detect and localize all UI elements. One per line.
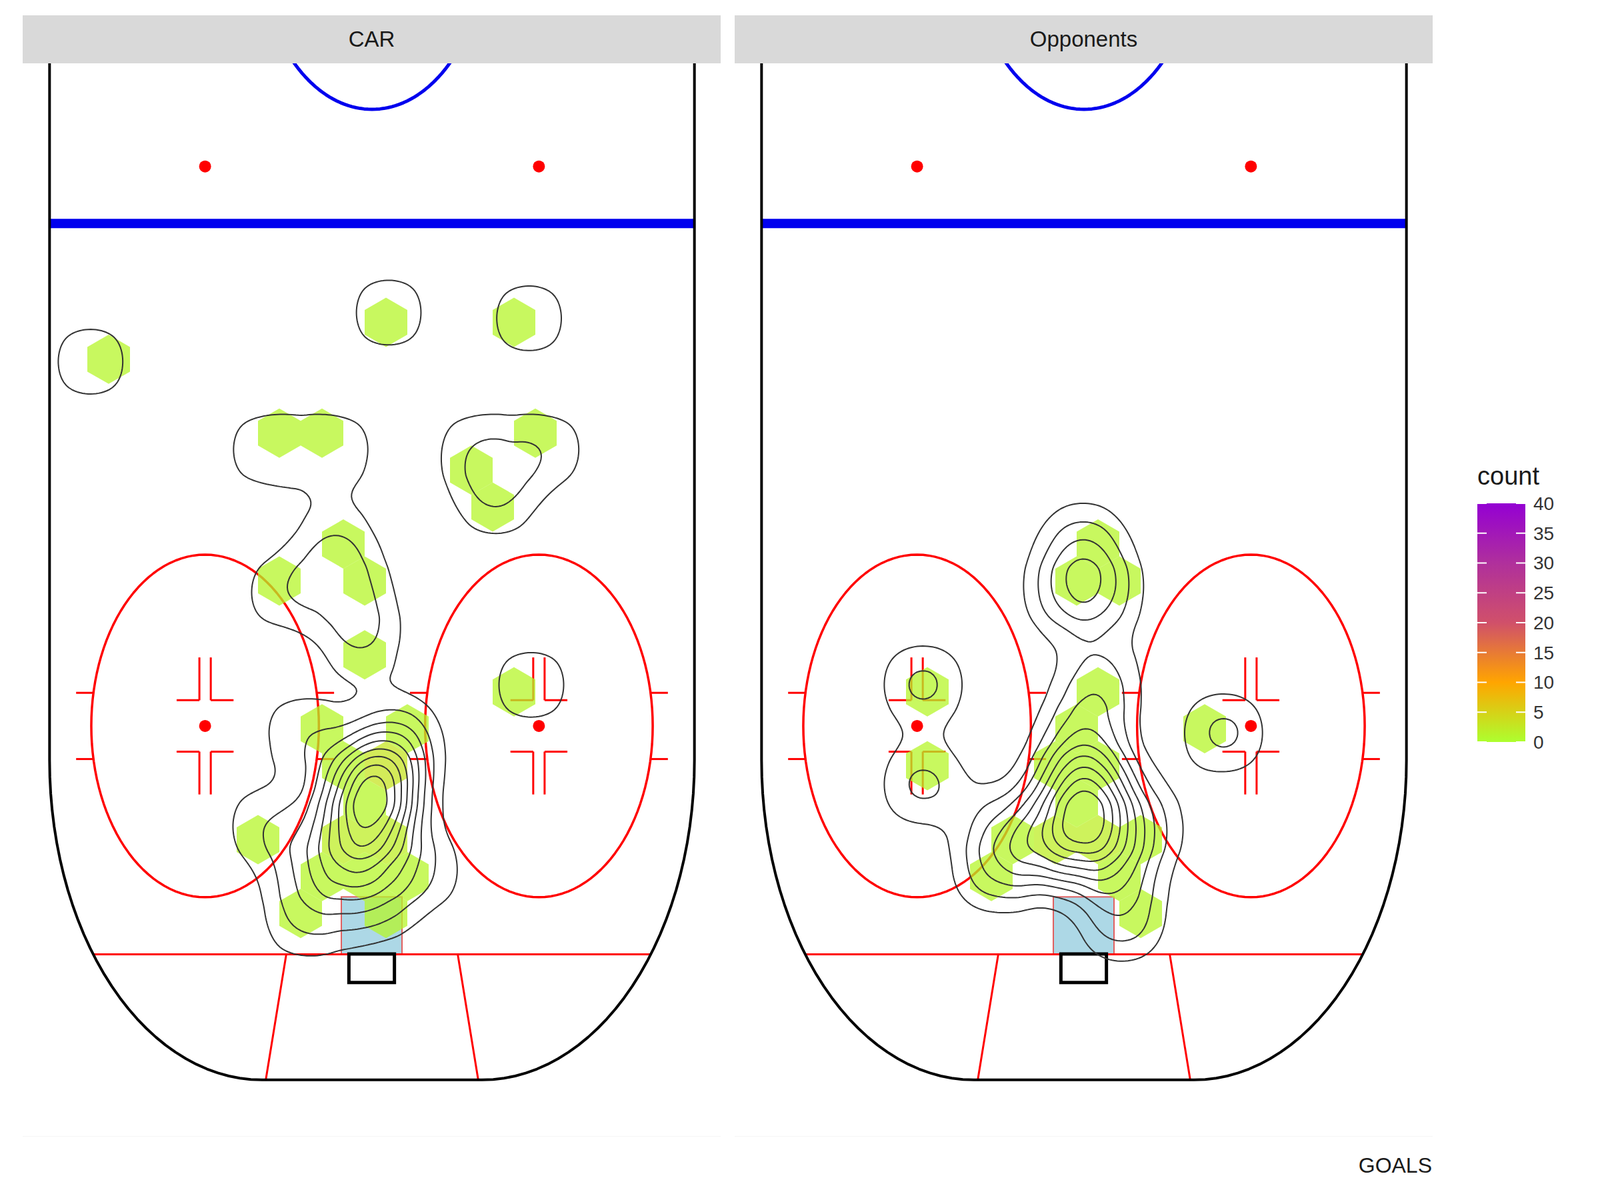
svg-text:10: 10 <box>1533 672 1554 693</box>
svg-text:count: count <box>1477 462 1540 490</box>
svg-text:20: 20 <box>1533 612 1554 634</box>
svg-text:35: 35 <box>1533 523 1554 544</box>
svg-text:0: 0 <box>1533 732 1544 753</box>
html-text:Opponents: Opponents <box>1029 26 1138 52</box>
svg-text:5: 5 <box>1533 702 1544 723</box>
svg-text:15: 15 <box>1533 642 1554 664</box>
svg-text:25: 25 <box>1533 582 1554 604</box>
html-text:CAR: CAR <box>348 26 395 52</box>
svg-text:30: 30 <box>1533 552 1554 574</box>
svg-text:40: 40 <box>1533 493 1554 514</box>
html-text:GOALS: GOALS <box>1358 1153 1432 1178</box>
